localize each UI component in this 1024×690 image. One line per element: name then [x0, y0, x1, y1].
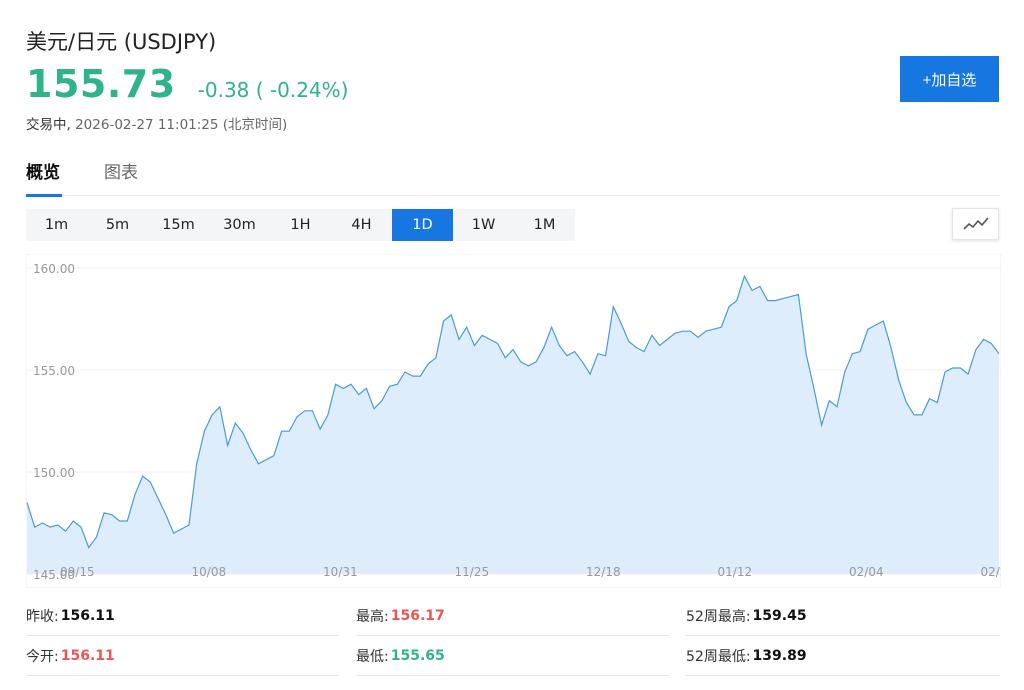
- trading-status: 交易中, 2026-02-27 11:01:25 (北京时间): [26, 113, 287, 133]
- period-30m[interactable]: 30m: [223, 217, 256, 233]
- tab-overview[interactable]: 概览: [26, 158, 62, 197]
- last-price: 155.73: [26, 62, 176, 106]
- stat-gap: [339, 636, 356, 676]
- price-row: 155.73 -0.38 ( -0.24%): [26, 62, 348, 106]
- quote-stats: 昨收: 156.11 最高: 156.17 52周最高: 159.45 今开: …: [26, 596, 1000, 676]
- stat-high: 最高: 156.17: [356, 596, 669, 636]
- stat-value: 159.45: [752, 607, 807, 624]
- period-1d[interactable]: 1D: [392, 209, 453, 241]
- stats-row-1: 昨收: 156.11 最高: 156.17 52周最高: 159.45: [26, 596, 1000, 636]
- symbol-title: 美元/日元 (USDJPY): [26, 30, 217, 54]
- tab-chart[interactable]: 图表: [104, 163, 138, 183]
- stat-label: 最低:: [356, 648, 389, 665]
- x-tick-label: 09/15: [60, 565, 95, 579]
- y-tick-label: 160.00: [33, 262, 75, 276]
- stat-value: 139.89: [752, 647, 807, 664]
- period-4h[interactable]: 4H: [351, 217, 372, 233]
- stat-label: 最高:: [356, 608, 389, 625]
- x-tick-label: 12/18: [586, 565, 621, 579]
- quote-timestamp: 2026-02-27 11:01:25 (北京时间): [75, 117, 288, 133]
- period-selector: 1m 5m 15m 30m 1H 4H 1D 1W 1M: [26, 209, 575, 241]
- x-tick-label: 10/31: [323, 565, 358, 579]
- stat-label: 今开:: [26, 648, 59, 665]
- price-change: -0.38 ( -0.24%): [197, 78, 349, 102]
- period-1h[interactable]: 1H: [290, 217, 311, 233]
- chart-type-toggle[interactable]: [952, 208, 999, 240]
- x-tick-label: 02/2: [981, 565, 1002, 579]
- stat-value: 156.11: [60, 607, 115, 624]
- y-tick-label: 145.00: [33, 568, 75, 582]
- main-tabs: 概览 图表: [26, 158, 1000, 197]
- price-line: [26, 274, 1000, 549]
- stat-52w-low: 52周最低: 139.89: [686, 636, 1000, 676]
- stat-label: 昨收:: [26, 608, 59, 625]
- line-chart-icon: [962, 217, 989, 230]
- stat-52w-high: 52周最高: 159.45: [686, 596, 1000, 636]
- add-watchlist-button[interactable]: +加自选: [900, 56, 999, 102]
- stat-gap: [669, 636, 686, 676]
- price-chart[interactable]: 160.00 155.00 150.00 145.00 09/15 10/08 10/31…: [26, 254, 1001, 588]
- period-1w[interactable]: 1W: [471, 217, 496, 233]
- stat-gap: [669, 596, 686, 636]
- period-1mo[interactable]: 1M: [533, 217, 556, 233]
- x-tick-label: 01/12: [718, 565, 753, 579]
- y-tick-label: 155.00: [33, 364, 75, 378]
- stat-value: 156.11: [60, 647, 115, 664]
- x-tick-label: 02/04: [849, 565, 884, 579]
- stat-value: 155.65: [390, 647, 445, 664]
- stat-label: 52周最低:: [686, 648, 751, 665]
- x-tick-label: 10/08: [192, 565, 227, 579]
- price-area: [27, 276, 999, 574]
- y-tick-label: 150.00: [33, 466, 75, 480]
- stats-row-2: 今开: 156.11 最低: 155.65 52周最低: 139.89: [26, 636, 1000, 676]
- x-tick-label: 11/25: [455, 565, 490, 579]
- stat-label: 52周最高:: [686, 608, 751, 625]
- stat-open: 今开: 156.11: [26, 636, 339, 676]
- trading-state: 交易中,: [26, 117, 71, 133]
- stat-prev-close: 昨收: 156.11: [26, 596, 339, 636]
- period-15m[interactable]: 15m: [162, 217, 195, 233]
- stat-low: 最低: 155.65: [356, 636, 669, 676]
- stat-gap: [339, 596, 356, 636]
- period-5m[interactable]: 5m: [105, 217, 130, 233]
- period-1m[interactable]: 1m: [44, 217, 69, 233]
- stat-value: 156.17: [390, 607, 445, 624]
